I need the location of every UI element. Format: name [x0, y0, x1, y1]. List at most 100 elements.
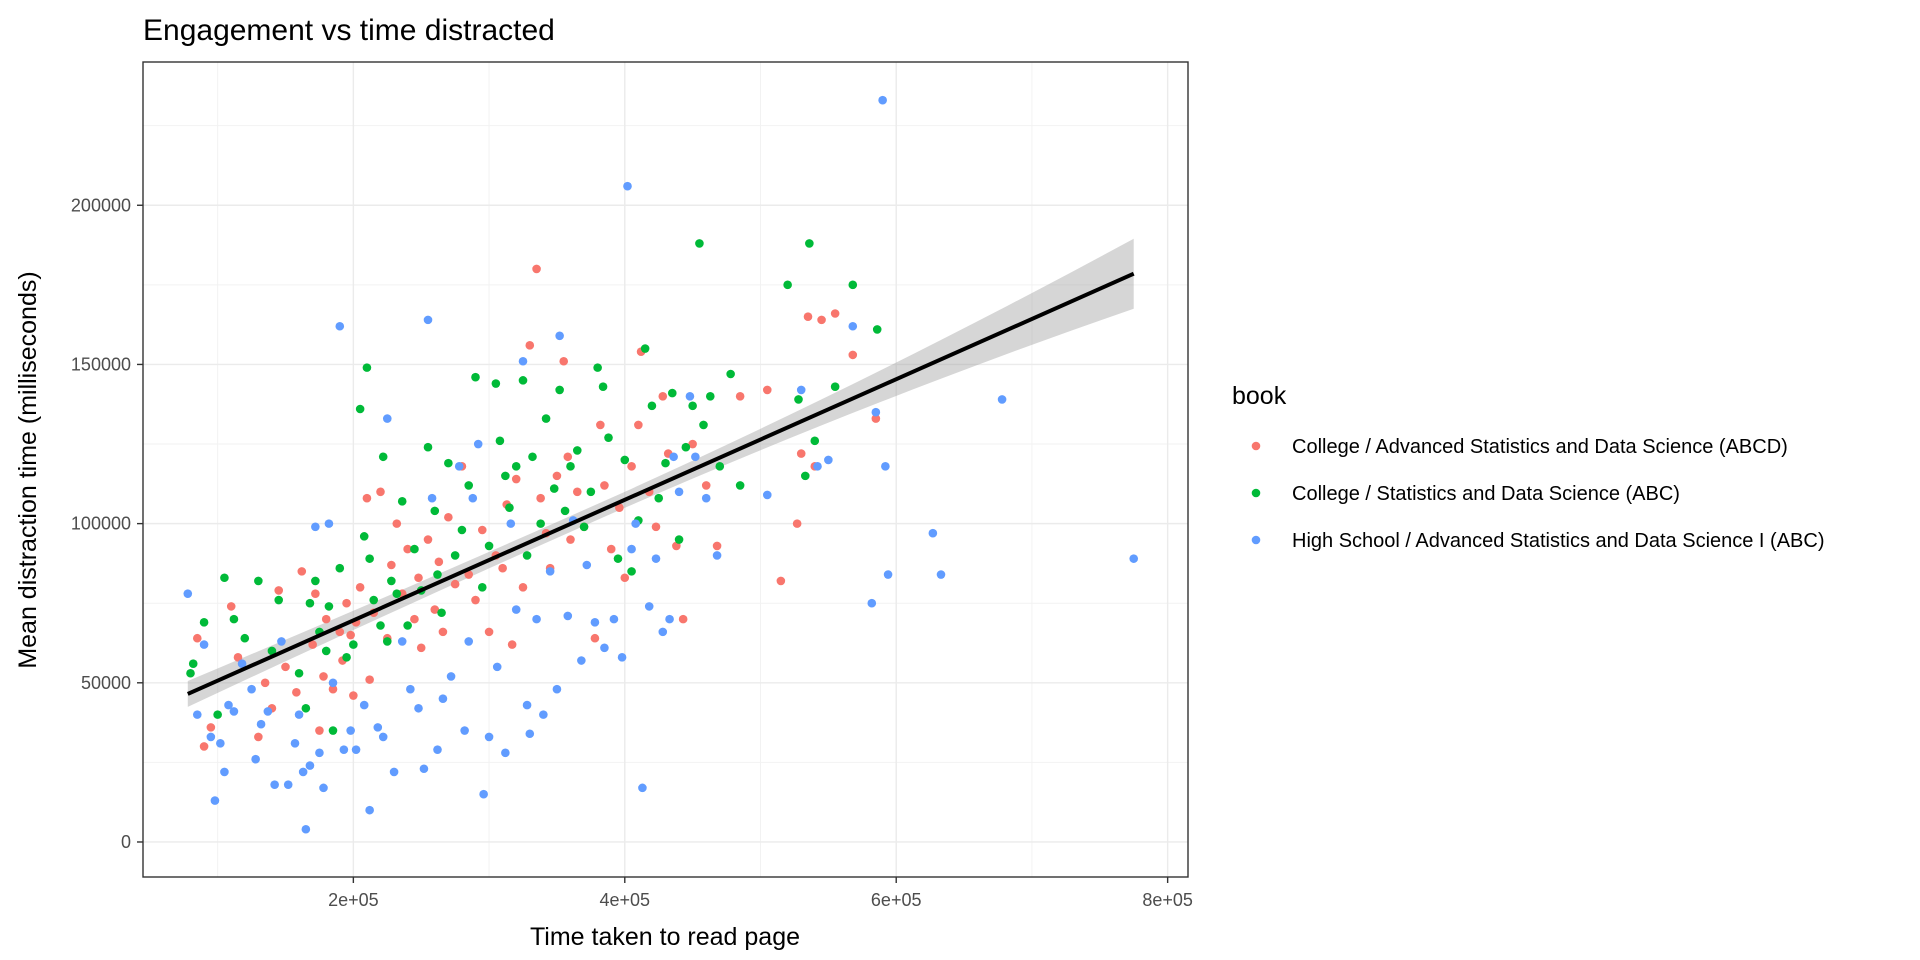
data-point [685, 391, 695, 401]
data-point [355, 582, 365, 592]
data-point [792, 519, 802, 528]
data-point [590, 633, 600, 643]
data-point [305, 761, 315, 770]
data-point [274, 586, 284, 595]
data-point [444, 512, 453, 522]
data-point [430, 506, 440, 516]
data-point [688, 439, 697, 449]
data-point [651, 522, 661, 532]
data-point [267, 646, 277, 656]
data-point [997, 395, 1007, 404]
data-point [555, 331, 564, 341]
data-point [359, 532, 369, 541]
data-point [495, 436, 505, 446]
data-point [315, 726, 324, 735]
data-point [392, 589, 402, 598]
data-point [298, 767, 308, 777]
data-point [631, 519, 640, 528]
data-point [365, 675, 374, 684]
data-point [192, 633, 202, 643]
data-point [491, 379, 501, 388]
data-point [477, 582, 487, 592]
data-point [256, 719, 266, 729]
data-point [566, 462, 575, 471]
data-point [387, 576, 396, 586]
data-point [220, 573, 229, 583]
data-point [498, 563, 507, 573]
data-point [397, 637, 407, 646]
grid-lines [143, 62, 1188, 877]
data-point [638, 783, 647, 793]
data-point [369, 595, 379, 605]
plot-panel-border [142, 61, 1189, 878]
data-point [824, 455, 833, 465]
data-point [620, 573, 630, 583]
data-point [695, 239, 704, 248]
data-point [335, 321, 345, 331]
data-point [582, 560, 592, 570]
data-point [270, 780, 279, 789]
data-point [518, 376, 528, 385]
data-point [549, 484, 559, 493]
data-point [620, 455, 630, 465]
data-point [237, 659, 247, 668]
data-point [627, 544, 636, 554]
data-point [532, 614, 541, 624]
data-point [224, 700, 233, 710]
data-point [507, 640, 517, 649]
data-point [511, 474, 521, 484]
data-point [378, 732, 388, 742]
data-point [669, 452, 678, 462]
data-point [598, 382, 608, 392]
data-point [349, 691, 358, 700]
data-point [688, 401, 697, 411]
data-point [365, 805, 374, 815]
data-point [423, 315, 433, 325]
y-tick-label: 50000 [81, 673, 131, 693]
data-point [604, 433, 613, 442]
data-point [328, 678, 338, 688]
data-point [712, 541, 722, 551]
data-point [661, 458, 670, 468]
data-point [301, 703, 311, 713]
data-point [387, 560, 396, 570]
data-point [382, 414, 392, 423]
data-point [346, 630, 355, 640]
data-point [539, 710, 548, 719]
data-point [376, 621, 385, 630]
data-point [600, 643, 609, 653]
data-point [281, 662, 290, 672]
data-point [871, 414, 881, 423]
data-point [233, 653, 243, 662]
data-point [606, 544, 616, 554]
data-point [362, 493, 372, 503]
data-point [438, 627, 448, 637]
y-tick-label: 150000 [71, 354, 131, 374]
data-point [492, 662, 502, 672]
data-point [541, 414, 551, 423]
data-point [392, 519, 402, 528]
data-point [335, 627, 345, 637]
data-point [665, 614, 674, 624]
data-point [800, 471, 810, 481]
chart-title: Engagement vs time distracted [143, 14, 555, 47]
data-point [229, 707, 239, 716]
data-point [528, 452, 537, 462]
data-point [644, 602, 654, 611]
data-point [848, 350, 858, 360]
data-point [188, 659, 198, 668]
data-point [872, 325, 882, 334]
data-point [315, 748, 324, 758]
data-point [263, 707, 273, 716]
data-point [339, 745, 349, 754]
data-point [437, 608, 446, 618]
data-point [615, 503, 624, 513]
data-point [397, 497, 407, 506]
data-point [613, 554, 623, 563]
data-point [294, 668, 304, 678]
data-point [794, 395, 803, 404]
data-point [586, 487, 596, 497]
data-point [410, 544, 419, 554]
data-point [735, 391, 745, 401]
